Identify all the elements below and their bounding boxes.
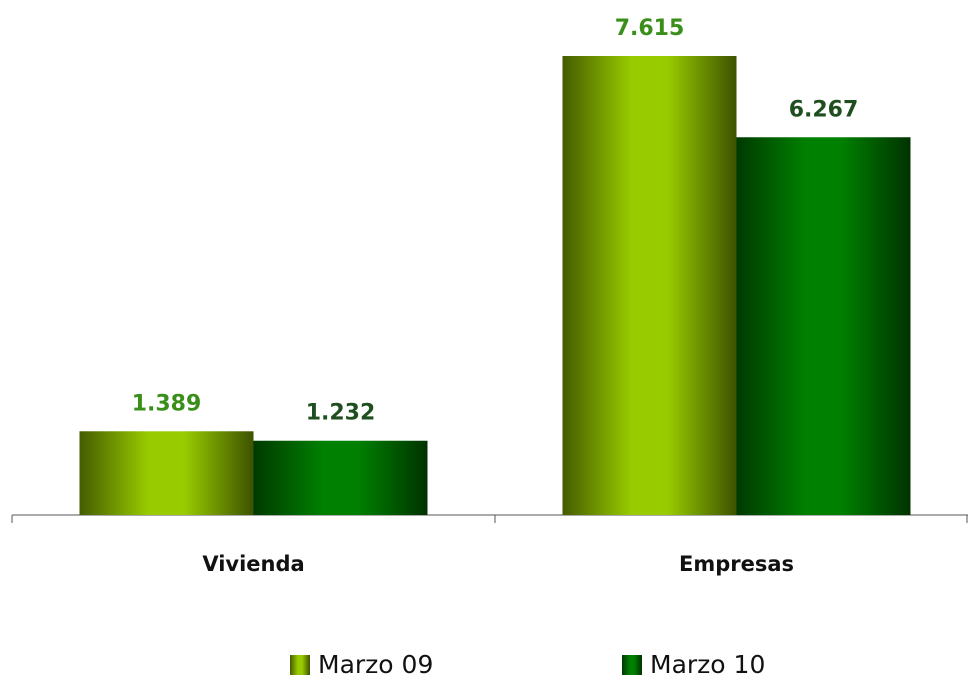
value-label: 1.389 xyxy=(132,391,202,416)
bar xyxy=(253,440,428,515)
legend-swatch xyxy=(290,655,310,675)
bar xyxy=(736,137,911,515)
x-tick-label: Empresas xyxy=(679,552,794,576)
legend-label: Marzo 09 xyxy=(318,650,433,679)
x-tick-label: Vivienda xyxy=(202,552,304,576)
legend-swatch xyxy=(622,655,642,675)
bar xyxy=(562,56,737,515)
bar xyxy=(79,431,254,515)
value-label: 7.615 xyxy=(615,16,685,41)
legend-label: Marzo 10 xyxy=(650,650,765,679)
value-label: 6.267 xyxy=(789,97,859,122)
value-label: 1.232 xyxy=(306,401,376,426)
